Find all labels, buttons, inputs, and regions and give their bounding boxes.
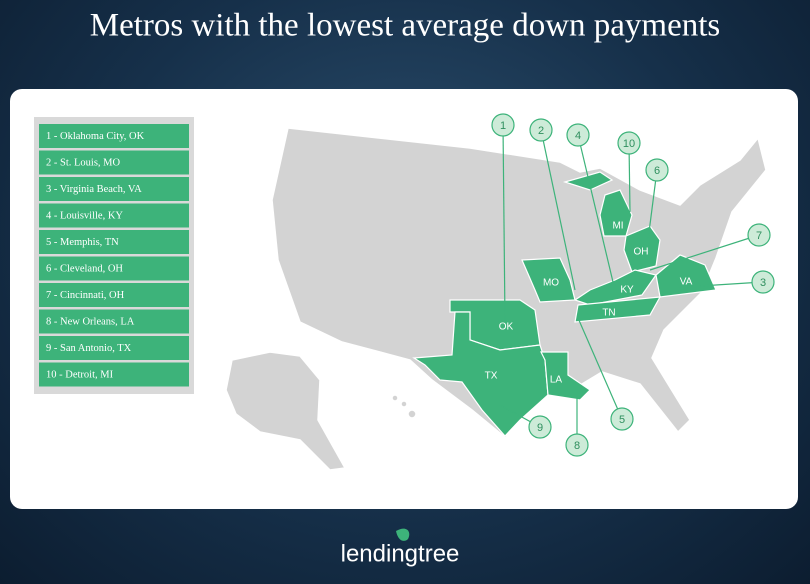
marker-label: 6 bbox=[654, 165, 660, 177]
marker-line bbox=[540, 129, 576, 291]
state-label: TN bbox=[602, 308, 615, 319]
marker bbox=[565, 433, 589, 457]
state-label: OK bbox=[499, 322, 514, 333]
logo-text: lendingtree bbox=[341, 540, 460, 567]
marker-label: 5 bbox=[619, 414, 625, 426]
state-label: TX bbox=[485, 371, 498, 382]
legend-label: 4 - Louisville, KY bbox=[46, 210, 123, 221]
logo: lendingtree bbox=[341, 528, 460, 567]
marker bbox=[566, 123, 590, 147]
legend-item bbox=[39, 203, 189, 228]
state-label: OH bbox=[634, 247, 649, 258]
usa bbox=[225, 127, 767, 471]
highlighted-states bbox=[412, 171, 717, 437]
marker bbox=[747, 223, 771, 247]
state-label: MI bbox=[612, 221, 623, 232]
marker-label: 1 bbox=[500, 120, 506, 132]
legend-item bbox=[39, 362, 189, 387]
state-label: MO bbox=[543, 278, 559, 289]
state-label: KY bbox=[620, 285, 634, 296]
legend-item bbox=[39, 230, 189, 254]
marker-label: 7 bbox=[756, 230, 762, 242]
marker bbox=[751, 270, 775, 294]
marker bbox=[529, 118, 553, 142]
legend-label: 5 - Memphis, TN bbox=[46, 237, 119, 248]
legend-item bbox=[39, 150, 189, 175]
marker-label: 10 bbox=[623, 138, 635, 150]
legend-label: 8 - New Orleans, LA bbox=[46, 316, 135, 327]
legend-item bbox=[39, 336, 189, 360]
marker-label: 3 bbox=[760, 277, 766, 289]
legend-item bbox=[39, 124, 189, 148]
marker-line bbox=[647, 169, 658, 241]
marker-label: 9 bbox=[537, 422, 543, 434]
marker bbox=[645, 158, 669, 182]
marker-label: 4 bbox=[575, 130, 581, 142]
marker-line bbox=[577, 317, 623, 420]
title: Metros with the lowest average down paym… bbox=[90, 8, 721, 44]
legend-label: 1 - Oklahoma City, OK bbox=[46, 131, 145, 142]
marker bbox=[617, 131, 641, 155]
marker-label: 8 bbox=[574, 440, 580, 452]
legend-label: 9 - San Antonio, TX bbox=[46, 343, 132, 354]
legend-label: 3 - Virginia Beach, VA bbox=[46, 184, 142, 195]
marker-line bbox=[502, 124, 506, 323]
state-label: LA bbox=[550, 375, 563, 386]
legend-item bbox=[39, 283, 189, 307]
marker-line bbox=[649, 234, 760, 271]
legend-label: 7 - Cincinnati, OH bbox=[46, 290, 125, 301]
state-label: VA bbox=[680, 277, 693, 288]
legend-item bbox=[39, 309, 189, 334]
marker bbox=[491, 113, 515, 137]
legend-item bbox=[39, 256, 189, 281]
marker bbox=[528, 415, 552, 439]
legend-label: 6 - Cleveland, OH bbox=[46, 263, 123, 274]
marker bbox=[610, 407, 634, 431]
marker-line bbox=[577, 134, 614, 283]
legend-label: 10 - Detroit, MI bbox=[46, 369, 114, 380]
legend-item bbox=[39, 177, 189, 201]
marker-label: 2 bbox=[538, 125, 544, 137]
legend-label: 2 - St. Louis, MO bbox=[46, 157, 121, 168]
